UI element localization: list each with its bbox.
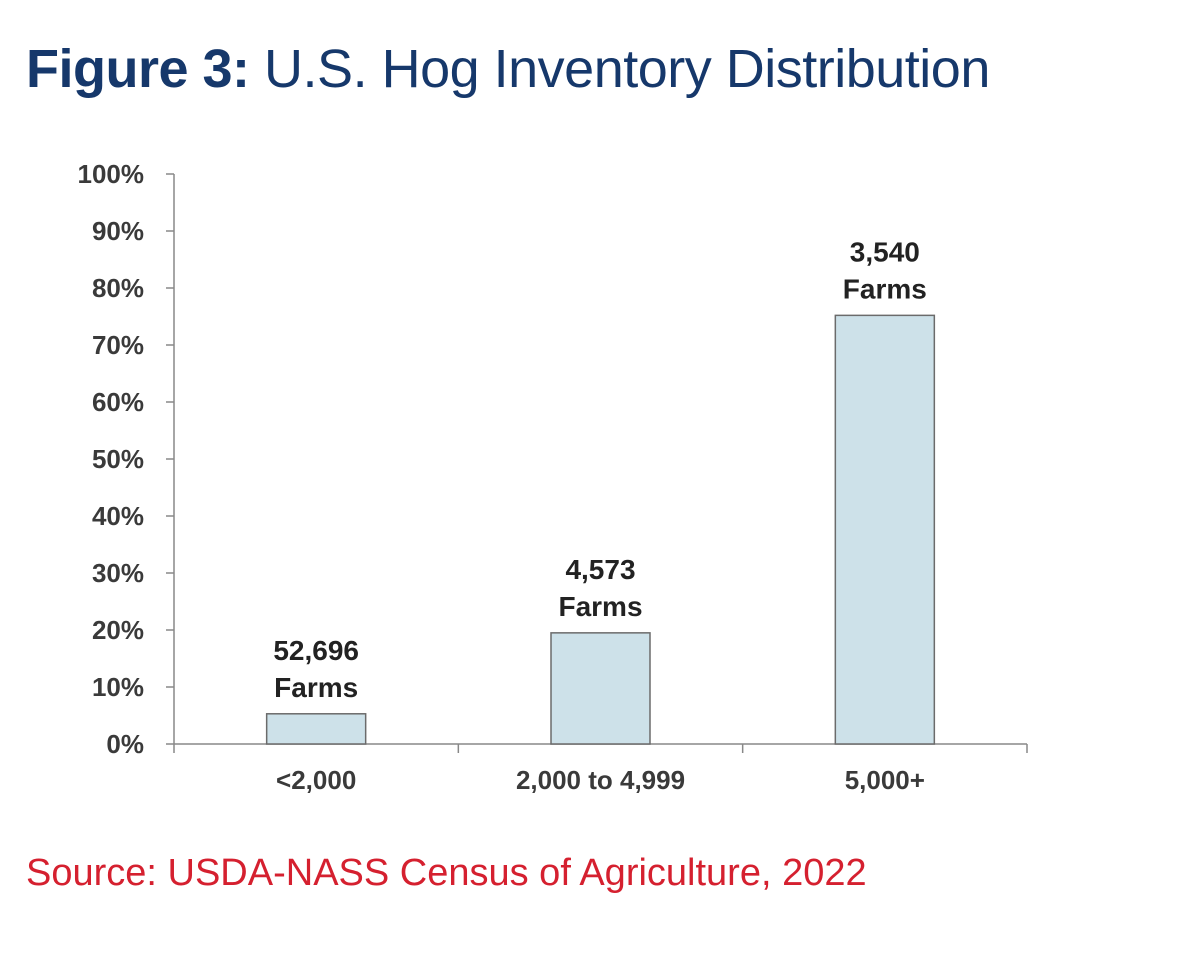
y-tick-label: 0% xyxy=(106,729,144,759)
chart-title: Figure 3: U.S. Hog Inventory Distributio… xyxy=(26,38,990,100)
bar xyxy=(834,314,936,745)
bar xyxy=(265,713,367,745)
y-tick-label: 80% xyxy=(92,273,144,303)
data-label-count: 3,540 xyxy=(850,236,920,267)
y-tick-label: 10% xyxy=(92,672,144,702)
x-tick-label: 5,000+ xyxy=(845,765,925,795)
y-tick-label: 20% xyxy=(92,615,144,645)
y-tick-label: 90% xyxy=(92,216,144,246)
title-text: U.S. Hog Inventory Distribution xyxy=(264,39,990,99)
x-tick-label: 2,000 to 4,999 xyxy=(516,765,685,795)
source-note: Source: USDA-NASS Census of Agriculture,… xyxy=(26,852,867,894)
data-label-count: 4,573 xyxy=(565,554,635,585)
x-tick-label: <2,000 xyxy=(276,765,356,795)
title-figure-number: Figure 3: xyxy=(26,39,250,99)
y-tick-label: 70% xyxy=(92,330,144,360)
y-tick-label: 40% xyxy=(92,501,144,531)
y-tick-label: 100% xyxy=(78,159,145,189)
y-tick-label: 60% xyxy=(92,387,144,417)
bar xyxy=(550,632,651,745)
y-tick-label: 30% xyxy=(92,558,144,588)
data-label-count: 52,696 xyxy=(273,635,359,666)
data-label-unit: Farms xyxy=(558,591,642,622)
data-label-unit: Farms xyxy=(843,273,927,304)
data-label-unit: Farms xyxy=(274,672,358,703)
y-tick-label: 50% xyxy=(92,444,144,474)
